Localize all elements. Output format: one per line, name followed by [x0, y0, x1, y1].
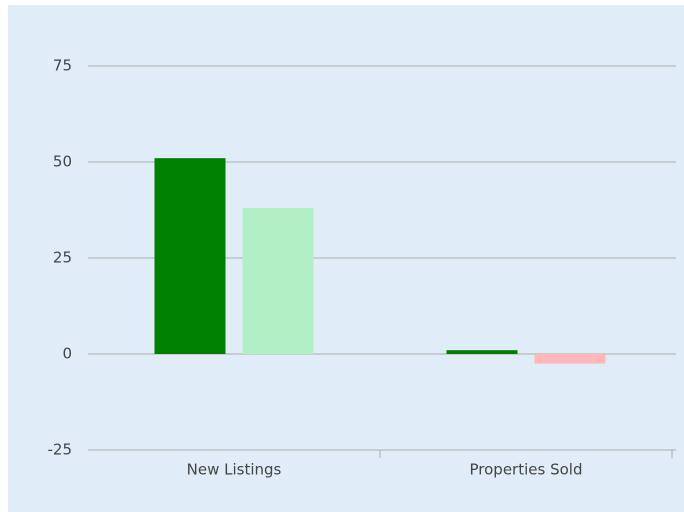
bar [242, 208, 314, 354]
x-tick-label: Properties Sold [470, 461, 583, 479]
x-tick-label: New Listings [187, 461, 282, 479]
y-tick-label: 75 [53, 57, 72, 75]
y-tick-label: 50 [53, 153, 72, 171]
y-tick-label: 0 [62, 345, 72, 363]
bar [534, 354, 606, 364]
bar [154, 158, 226, 354]
y-tick-label: -25 [48, 441, 73, 459]
y-tick-label: 25 [53, 249, 72, 267]
bar [446, 350, 518, 354]
